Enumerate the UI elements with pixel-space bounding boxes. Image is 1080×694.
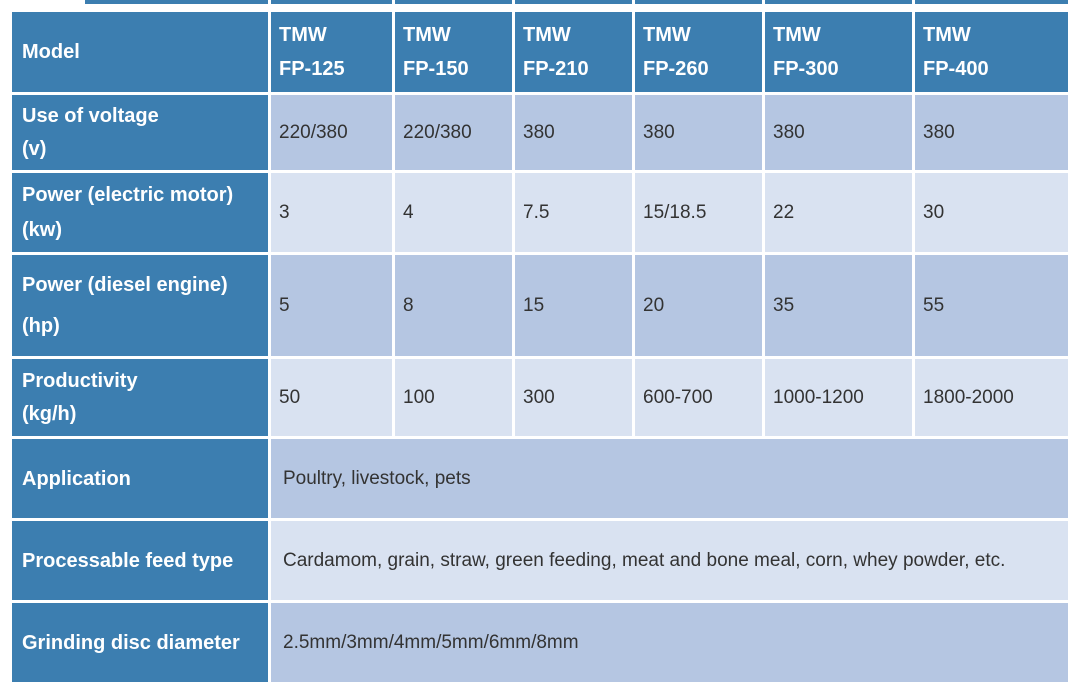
row-label-voltage: Use of voltage (v) [12, 95, 268, 170]
row-label-electric-power: Power (electric motor) (kw) [12, 173, 268, 252]
row-label-line2: (v) [22, 138, 47, 160]
column-header-brand: TMW [403, 23, 451, 46]
column-header-model: FP-300 [773, 58, 839, 81]
column-header-model: FP-260 [643, 58, 709, 81]
cropped-cell [765, 0, 912, 4]
row-label-line2: (kg/h) [22, 403, 77, 426]
column-header-model: FP-400 [923, 58, 989, 81]
column-header-brand: TMW [643, 23, 691, 46]
model-header-cell: Model [12, 12, 268, 92]
row-label-line2: (kw) [22, 218, 62, 241]
spec-value-cell: 7.5 [515, 173, 632, 252]
spec-value-cell: 600-700 [635, 359, 762, 436]
column-header-brand: TMW [279, 23, 327, 46]
spec-value-cell: 50 [271, 359, 392, 436]
row-label-feed-type: Processable feed type [12, 521, 268, 600]
cropped-cell [515, 0, 632, 4]
spec-value-cell: 5 [271, 255, 392, 356]
column-header-brand: TMW [773, 23, 821, 46]
spec-value-cell: 380 [765, 95, 912, 170]
merged-value-cell-feed-type: Cardamom, grain, straw, green feeding, m… [271, 521, 1068, 600]
row-label-line1: Application [22, 467, 131, 490]
merged-value-cell-application: Poultry, livestock, pets [271, 439, 1068, 518]
spec-value-cell: 380 [635, 95, 762, 170]
column-header-fp260: TMW FP-260 [635, 12, 762, 92]
table-row-feed-type: Processable feed type Cardamom, grain, s… [12, 521, 1068, 600]
column-header-fp150: TMW FP-150 [395, 12, 512, 92]
cropped-cell [85, 0, 268, 4]
table-row-disc-diameter: Grinding disc diameter 2.5mm/3mm/4mm/5mm… [12, 603, 1068, 682]
column-header-brand: TMW [523, 23, 571, 46]
spec-value-cell: 100 [395, 359, 512, 436]
cropped-row-top [85, 0, 1068, 4]
table-row-application: Application Poultry, livestock, pets [12, 439, 1068, 518]
table-row-electric-power: Power (electric motor) (kw) 3 4 7.5 15/1… [12, 173, 1068, 252]
spec-value-cell: 1000-1200 [765, 359, 912, 436]
spec-value-cell: 3 [271, 173, 392, 252]
column-header-fp300: TMW FP-300 [765, 12, 912, 92]
spec-value-cell: 15 [515, 255, 632, 356]
spec-value-cell: 20 [635, 255, 762, 356]
row-label-diesel-power: Power (diesel engine) (hp) [12, 255, 268, 356]
spec-value-cell: 380 [915, 95, 1068, 170]
column-header-fp125: TMW FP-125 [271, 12, 392, 92]
spec-value-cell: 35 [765, 255, 912, 356]
spec-value-cell: 4 [395, 173, 512, 252]
header-row: Model TMW FP-125 TMW FP-150 TMW FP-210 [12, 12, 1068, 92]
column-header-model: FP-125 [279, 58, 345, 81]
row-label-line1: Power (diesel engine) [22, 273, 228, 296]
cropped-cell [635, 0, 762, 4]
spec-value-cell: 30 [915, 173, 1068, 252]
row-label-productivity: Productivity (kg/h) [12, 359, 268, 436]
row-label-line1: Processable feed type [22, 549, 234, 572]
row-label-line2: (hp) [22, 315, 60, 338]
cropped-cell [271, 0, 392, 4]
row-label-line1: Productivity [22, 369, 138, 392]
spec-table: Model TMW FP-125 TMW FP-150 TMW FP-210 [9, 9, 1071, 685]
row-label-line1: Use of voltage [22, 105, 159, 127]
spec-value-cell: 8 [395, 255, 512, 356]
column-header-brand: TMW [923, 23, 971, 46]
model-header-label: Model [22, 41, 80, 63]
row-label-line1: Grinding disc diameter [22, 631, 240, 654]
column-header-fp210: TMW FP-210 [515, 12, 632, 92]
row-label-application: Application [12, 439, 268, 518]
table-row-diesel-power: Power (diesel engine) (hp) 5 8 15 20 35 … [12, 255, 1068, 356]
row-label-disc-diameter: Grinding disc diameter [12, 603, 268, 682]
row-label-line1: Power (electric motor) [22, 184, 234, 207]
spec-value-cell: 1800-2000 [915, 359, 1068, 436]
spec-value-cell: 55 [915, 255, 1068, 356]
column-header-model: FP-150 [403, 58, 469, 81]
cropped-cell [915, 0, 1068, 4]
spec-value-cell: 300 [515, 359, 632, 436]
column-header-fp400: TMW FP-400 [915, 12, 1068, 92]
merged-value-cell-disc-diameter: 2.5mm/3mm/4mm/5mm/6mm/8mm [271, 603, 1068, 682]
column-header-model: FP-210 [523, 58, 589, 81]
spec-value-cell: 220/380 [271, 95, 392, 170]
spec-value-cell: 220/380 [395, 95, 512, 170]
spec-value-cell: 15/18.5 [635, 173, 762, 252]
table-row-voltage: Use of voltage (v) 220/380 220/380 380 3… [12, 95, 1068, 170]
spec-value-cell: 22 [765, 173, 912, 252]
table-row-productivity: Productivity (kg/h) 50 100 300 600-700 1… [12, 359, 1068, 436]
spec-value-cell: 380 [515, 95, 632, 170]
cropped-cell [395, 0, 512, 4]
